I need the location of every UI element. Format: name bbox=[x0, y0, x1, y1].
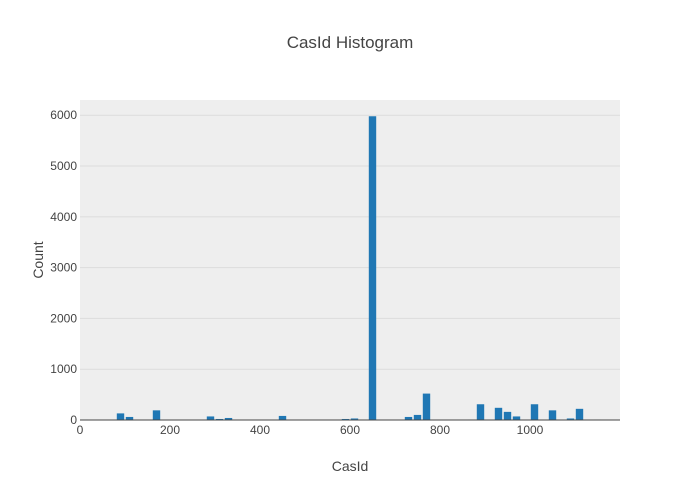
y-tick-label: 0 bbox=[70, 413, 77, 427]
histogram-bar bbox=[503, 411, 512, 420]
grid-lines bbox=[80, 114, 620, 370]
histogram-bar bbox=[476, 404, 485, 420]
x-tick-label: 200 bbox=[160, 423, 180, 437]
histogram-bar bbox=[206, 416, 215, 420]
y-tick-labels: 0 1000 2000 3000 4000 5000 6000 bbox=[50, 108, 77, 427]
y-tick-label: 1000 bbox=[50, 362, 77, 376]
histogram-bar bbox=[413, 414, 422, 420]
histogram-bar bbox=[125, 416, 134, 420]
x-tick-labels: 0 200 400 600 800 1000 bbox=[77, 423, 544, 437]
chart-title: CasId Histogram bbox=[286, 33, 414, 52]
x-tick-label: 1000 bbox=[517, 423, 544, 437]
bars bbox=[80, 116, 602, 420]
histogram-bar bbox=[530, 404, 539, 420]
histogram-bar bbox=[215, 418, 224, 420]
x-tick-label: 800 bbox=[430, 423, 450, 437]
histogram-bar bbox=[224, 417, 233, 420]
histogram-bar bbox=[566, 418, 575, 420]
y-tick-label: 3000 bbox=[50, 261, 77, 275]
histogram-bar bbox=[548, 410, 557, 420]
histogram-bar bbox=[512, 416, 521, 420]
histogram-bar bbox=[422, 393, 431, 420]
x-tick-label: 400 bbox=[250, 423, 270, 437]
histogram-bar bbox=[341, 418, 350, 420]
histogram-bar bbox=[350, 418, 359, 420]
histogram-bar bbox=[116, 413, 125, 420]
x-axis-title: CasId bbox=[331, 458, 369, 474]
histogram-bar bbox=[368, 116, 377, 420]
y-tick-label: 4000 bbox=[50, 210, 77, 224]
y-tick-label: 2000 bbox=[50, 311, 77, 325]
plot-area bbox=[80, 100, 620, 420]
y-tick-label: 5000 bbox=[50, 159, 77, 173]
histogram-bar bbox=[152, 410, 161, 420]
y-tick-label: 6000 bbox=[50, 108, 77, 122]
x-tick-label: 0 bbox=[77, 423, 84, 437]
x-tick-label: 600 bbox=[340, 423, 360, 437]
histogram-bar bbox=[278, 415, 287, 420]
histogram-bar bbox=[404, 416, 413, 420]
y-axis-title: Count bbox=[30, 241, 46, 279]
histogram-bar bbox=[494, 407, 503, 420]
histogram-bar bbox=[575, 408, 584, 420]
